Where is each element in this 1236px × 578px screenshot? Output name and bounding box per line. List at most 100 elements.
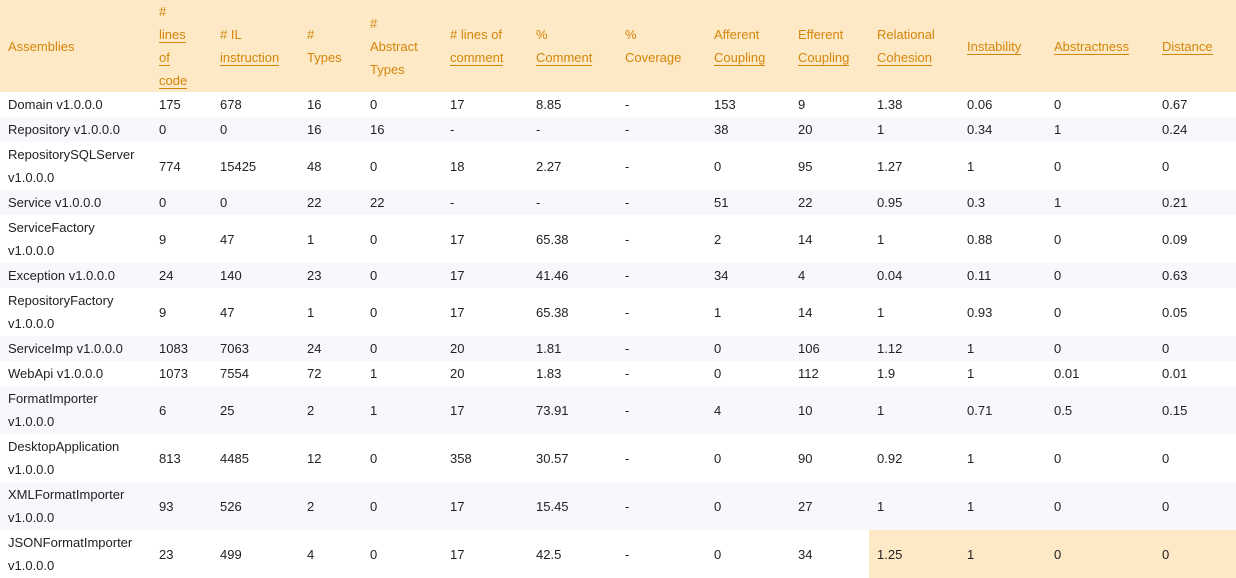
abstract-types-cell: 0: [362, 215, 442, 263]
col-header-label[interactable]: Comment: [536, 50, 593, 66]
assembly-name: RepositoryFactory: [8, 293, 114, 308]
il-instruction-cell: 140: [212, 263, 299, 288]
col-header-percent-comment[interactable]: % Comment: [528, 0, 617, 92]
col-header-label[interactable]: Abstractness: [1054, 38, 1130, 55]
abstractness-cell: 0: [1046, 92, 1154, 117]
percent-coverage-cell: -: [617, 117, 706, 142]
percent-coverage-cell: -: [617, 190, 706, 215]
col-header-afferent-coupling[interactable]: Afferent Coupling: [706, 0, 790, 92]
lines-of-code-cell: 23: [151, 530, 212, 578]
il-instruction-cell: 47: [212, 215, 299, 263]
col-header-label[interactable]: #: [159, 4, 167, 19]
col-header-label[interactable]: %: [625, 27, 637, 42]
instability-cell: 1: [959, 361, 1046, 386]
abstract-types-cell: 0: [362, 530, 442, 578]
col-header-label[interactable]: Assemblies: [8, 38, 75, 54]
distance-cell: 0: [1154, 482, 1236, 530]
percent-comment-cell: 30.57: [528, 434, 617, 482]
col-header-distance[interactable]: Distance: [1154, 0, 1236, 92]
lines-of-code-cell: 813: [151, 434, 212, 482]
percent-coverage-cell: -: [617, 263, 706, 288]
col-header-label[interactable]: Distance: [1162, 38, 1213, 55]
col-header-label[interactable]: Afferent: [714, 27, 760, 42]
afferent-coupling-cell: 0: [706, 434, 790, 482]
col-header-label[interactable]: Coupling: [714, 50, 766, 66]
col-header-label[interactable]: Instability: [967, 38, 1022, 55]
assembly-version: v1.0.0.0: [8, 316, 55, 331]
abstract-types-cell: 0: [362, 263, 442, 288]
efferent-coupling-cell: 34: [790, 530, 869, 578]
col-header-types[interactable]: # Types: [299, 0, 362, 92]
table-row: DesktopApplication v1.0.0.0 813 4485 12 0 358 3…: [0, 434, 1236, 482]
col-header-label[interactable]: of: [159, 50, 170, 66]
distance-cell: 0.63: [1154, 263, 1236, 288]
lines-of-code-cell: 93: [151, 482, 212, 530]
instability-cell: 0.93: [959, 288, 1046, 336]
lines-of-comment-cell: 20: [442, 336, 528, 361]
col-header-label[interactable]: #: [370, 15, 378, 31]
col-header-lines-of-code[interactable]: # lines of code: [151, 0, 212, 92]
col-header-relational-cohesion[interactable]: Relational Cohesion: [869, 0, 959, 92]
abstract-types-cell: 0: [362, 482, 442, 530]
col-header-label[interactable]: instruction: [220, 50, 280, 66]
col-header-label[interactable]: %: [536, 27, 548, 42]
assembly-name-cell: Exception v1.0.0.0: [0, 263, 151, 288]
col-header-label[interactable]: lines: [159, 27, 186, 43]
col-header-abstractness[interactable]: Abstractness: [1046, 0, 1154, 92]
abstractness-cell: 0: [1046, 142, 1154, 190]
efferent-coupling-cell: 4: [790, 263, 869, 288]
col-header-lines-of-comment[interactable]: # lines of comment: [442, 0, 528, 92]
assembly-name-cell: FormatImporter v1.0.0.0: [0, 386, 151, 434]
header-row: Assemblies # lines of code # IL instruct…: [0, 0, 1236, 92]
table-row: XMLFormatImporter v1.0.0.0 93 526 2 0 17 15.45-…: [0, 482, 1236, 530]
col-header-label[interactable]: Types: [307, 50, 342, 65]
il-instruction-cell: 678: [212, 92, 299, 117]
relational-cohesion-cell: 1.38: [869, 92, 959, 117]
abstract-types-cell: 1: [362, 361, 442, 386]
lines-of-code-cell: 175: [151, 92, 212, 117]
assembly-name: FormatImporter: [8, 391, 98, 406]
col-header-label[interactable]: Efferent: [798, 27, 844, 42]
percent-comment-cell: 41.46: [528, 263, 617, 288]
lines-of-comment-cell: 17: [442, 386, 528, 434]
col-header-label[interactable]: Relational: [877, 27, 935, 42]
col-header-abstract-types[interactable]: # Abstract Types: [362, 0, 442, 92]
distance-cell: 0.09: [1154, 215, 1236, 263]
percent-coverage-cell: -: [617, 92, 706, 117]
afferent-coupling-cell: 153: [706, 92, 790, 117]
efferent-coupling-cell: 106: [790, 336, 869, 361]
col-header-il-instruction[interactable]: # IL instruction: [212, 0, 299, 92]
percent-comment-cell: 42.5: [528, 530, 617, 578]
col-header-label[interactable]: Cohesion: [877, 50, 932, 66]
instability-cell: 0.3: [959, 190, 1046, 215]
col-header-efferent-coupling[interactable]: Efferent Coupling: [790, 0, 869, 92]
efferent-coupling-cell: 112: [790, 361, 869, 386]
col-header-assemblies[interactable]: Assemblies: [0, 0, 151, 92]
lines-of-comment-cell: -: [442, 117, 528, 142]
efferent-coupling-cell: 95: [790, 142, 869, 190]
types-cell: 12: [299, 434, 362, 482]
col-header-label[interactable]: Types: [370, 61, 405, 77]
col-header-label[interactable]: Abstract: [370, 38, 418, 54]
lines-of-code-cell: 774: [151, 142, 212, 190]
col-header-label[interactable]: Coupling: [798, 50, 850, 66]
percent-coverage-cell: -: [617, 288, 706, 336]
afferent-coupling-cell: 51: [706, 190, 790, 215]
assembly-version: v1.0.0.0: [8, 510, 55, 525]
col-header-label[interactable]: # lines of: [450, 27, 503, 42]
relational-cohesion-cell: 1.25: [869, 530, 959, 578]
table-body: Domain v1.0.0.0 175 678 16 0 17 8.85-153 9 1.38 0…: [0, 92, 1236, 578]
table-row: RepositorySQLServer v1.0.0.0 774 15425 48 0 18…: [0, 142, 1236, 190]
col-header-label[interactable]: # IL: [220, 27, 242, 42]
assembly-name: Service v1.0.0.0: [8, 195, 102, 210]
col-header-label[interactable]: #: [307, 27, 315, 42]
col-header-label[interactable]: comment: [450, 50, 504, 66]
lines-of-comment-cell: 17: [442, 215, 528, 263]
col-header-percent-coverage[interactable]: % Coverage: [617, 0, 706, 92]
col-header-label[interactable]: code: [159, 73, 188, 89]
col-header-instability[interactable]: Instability: [959, 0, 1046, 92]
lines-of-comment-cell: 20: [442, 361, 528, 386]
col-header-label[interactable]: Coverage: [625, 50, 682, 65]
assembly-name-cell: RepositorySQLServer v1.0.0.0: [0, 142, 151, 190]
